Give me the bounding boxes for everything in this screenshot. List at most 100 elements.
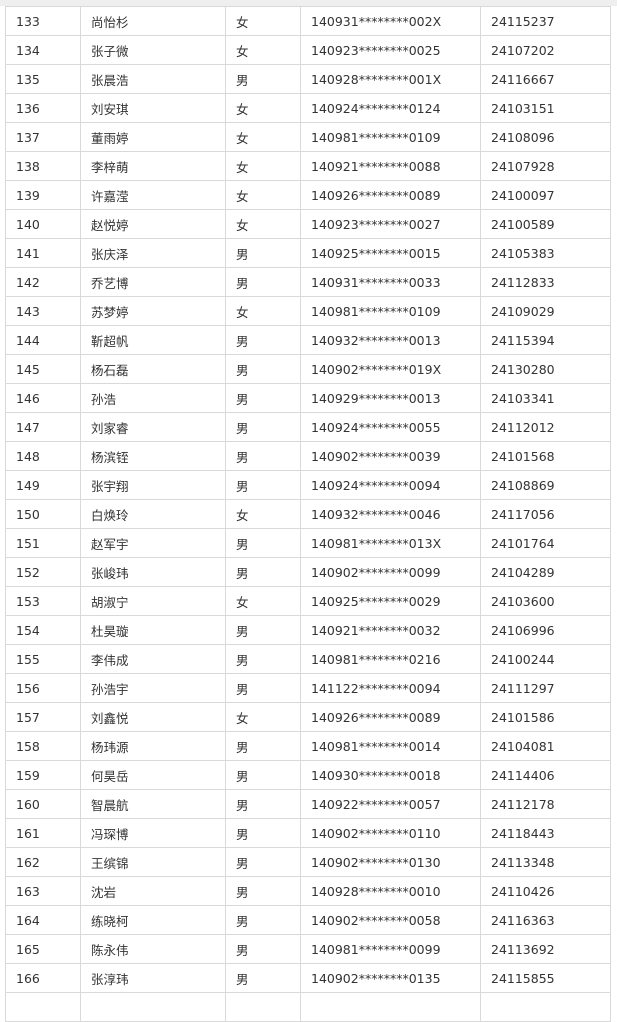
student-name [80,992,226,1022]
exam-number: 24115855 [480,963,611,993]
gender: 男 [225,557,301,587]
exam-number: 24107928 [480,151,611,181]
exam-number: 24109029 [480,296,611,326]
id-number: 140926********0089 [300,180,481,210]
exam-number: 24108869 [480,470,611,500]
row-number: 158 [5,731,81,761]
table-row: 136 刘安琪女 140924********0124 24103151 [5,93,611,123]
table-row: 133 尚怡杉女 140931********002X 24115237 [5,6,611,36]
id-number: 140923********0025 [300,35,481,65]
student-name: 杨滨铚 [80,441,226,471]
table-row: 154 杜昊璇男 140921********0032 24106996 [5,615,611,645]
top-bar [0,0,617,6]
exam-number [480,992,611,1022]
exam-number: 24103600 [480,586,611,616]
id-number: 140928********0010 [300,876,481,906]
id-number: 140924********0124 [300,93,481,123]
exam-number: 24113348 [480,847,611,877]
table-row: 160 智晨航男 140922********0057 24112178 [5,789,611,819]
exam-number: 24103341 [480,383,611,413]
table-row: 144 靳超帆男 140932********0013 24115394 [5,325,611,355]
id-number: 140981********0099 [300,934,481,964]
row-number: 151 [5,528,81,558]
student-name: 陈永伟 [80,934,226,964]
row-number: 161 [5,818,81,848]
table-row: 157 刘鑫悦女 140926********0089 24101586 [5,702,611,732]
gender: 女 [225,180,301,210]
student-name: 杜昊璇 [80,615,226,645]
exam-number: 24114406 [480,760,611,790]
id-number: 140923********0027 [300,209,481,239]
gender: 男 [225,441,301,471]
id-number: 140928********001X [300,64,481,94]
id-number: 140924********0094 [300,470,481,500]
student-name: 胡淑宁 [80,586,226,616]
table-row: 146 孙浩男 140929********0013 24103341 [5,383,611,413]
exam-number: 24101586 [480,702,611,732]
student-name: 白焕玲 [80,499,226,529]
exam-number: 24113692 [480,934,611,964]
student-name: 张淳玮 [80,963,226,993]
exam-number: 24108096 [480,122,611,152]
row-number: 133 [5,6,81,36]
exam-number: 24116363 [480,905,611,935]
gender: 女 [225,35,301,65]
gender: 男 [225,876,301,906]
table-row: 159 何昊岳男 140930********0018 24114406 [5,760,611,790]
student-name: 李伟成 [80,644,226,674]
table-row: 152 张峻玮男 140902********0099 24104289 [5,557,611,587]
student-name: 赵军宇 [80,528,226,558]
row-number: 145 [5,354,81,384]
student-name: 沈岩 [80,876,226,906]
student-name: 张子微 [80,35,226,65]
row-number: 163 [5,876,81,906]
id-number: 140930********0018 [300,760,481,790]
gender: 男 [225,789,301,819]
exam-number: 24112833 [480,267,611,297]
id-number: 140929********0013 [300,383,481,413]
id-number: 140925********0029 [300,586,481,616]
exam-number: 24118443 [480,818,611,848]
gender: 男 [225,818,301,848]
gender: 男 [225,731,301,761]
exam-number: 24101568 [480,441,611,471]
table-row: 158 杨玮源男 140981********0014 24104081 [5,731,611,761]
row-number: 140 [5,209,81,239]
id-number: 141122********0094 [300,673,481,703]
student-name: 智晨航 [80,789,226,819]
gender: 男 [225,644,301,674]
gender: 男 [225,934,301,964]
exam-number: 24112012 [480,412,611,442]
id-number: 140902********0135 [300,963,481,993]
id-number: 140981********0109 [300,122,481,152]
row-number: 152 [5,557,81,587]
student-name: 杨玮源 [80,731,226,761]
id-number: 140932********0013 [300,325,481,355]
gender: 女 [225,209,301,239]
gender [225,992,301,1022]
id-number: 140931********0033 [300,267,481,297]
gender: 女 [225,93,301,123]
row-number: 150 [5,499,81,529]
id-number: 140925********0015 [300,238,481,268]
id-number: 140921********0032 [300,615,481,645]
table-row: 134 张子微女 140923********0025 24107202 [5,35,611,65]
row-number: 142 [5,267,81,297]
student-name: 杨石磊 [80,354,226,384]
gender: 男 [225,470,301,500]
id-number: 140902********0039 [300,441,481,471]
student-name: 孙浩 [80,383,226,413]
student-name: 张宇翔 [80,470,226,500]
gender: 男 [225,325,301,355]
gender: 女 [225,151,301,181]
student-name: 赵悦婷 [80,209,226,239]
gender: 男 [225,64,301,94]
row-number: 141 [5,238,81,268]
exam-number: 24106996 [480,615,611,645]
id-number: 140924********0055 [300,412,481,442]
exam-number: 24104081 [480,731,611,761]
row-number: 146 [5,383,81,413]
row-number: 143 [5,296,81,326]
row-number: 154 [5,615,81,645]
row-number: 136 [5,93,81,123]
